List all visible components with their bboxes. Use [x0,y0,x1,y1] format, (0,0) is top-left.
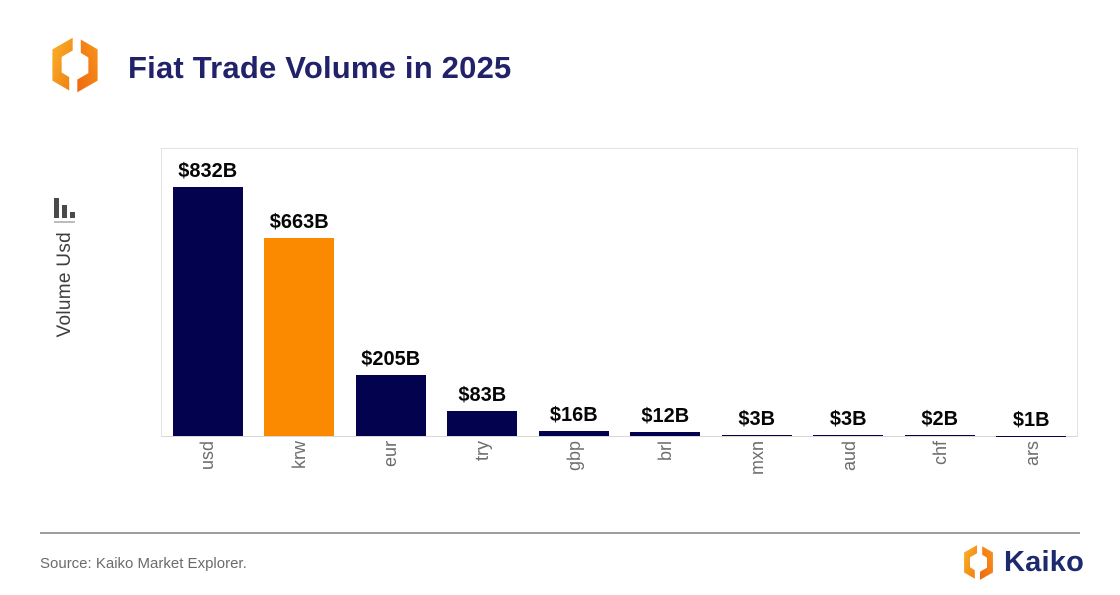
bar-slot-krw: $663B [254,211,346,436]
bar-mxn [721,435,792,436]
footer-divider [40,532,1080,534]
brand-wordmark: Kaiko [1004,546,1084,578]
value-label-aud: $3B [829,408,867,431]
plot-area: $832B $663B $205B $83B $16B $12B $3B $3B $2B $1B [161,148,1078,437]
bar-try [447,411,518,436]
bar-usd [172,187,243,436]
bar-slot-chf: $2B [894,408,986,436]
kaiko-logo-icon [52,37,98,93]
value-label-krw: $663B [269,210,329,233]
x-tick-slot-mxn: mxn [711,441,803,507]
x-tick-ars: ars [1022,441,1043,467]
bar-eur [355,374,426,436]
bar-slot-usd: $832B [162,160,254,436]
value-label-eur: $205B [361,347,421,370]
x-tick-slot-usd: usd [161,441,253,507]
y-axis-title-block: Volume Usd [42,196,88,376]
x-tick-usd: usd [196,441,217,471]
footer-brand-logo: Kaiko [960,544,1084,581]
x-tick-krw: krw [288,441,309,469]
x-tick-slot-chf: chf [895,441,987,507]
x-tick-try: try [471,441,492,461]
x-tick-slot-krw: krw [253,441,345,507]
x-tick-gbp: gbp [563,441,584,472]
source-text: Source: Kaiko Market Explorer. [40,555,247,572]
value-label-mxn: $3B [738,408,776,431]
bar-krw [264,237,335,436]
bar-slot-ars: $1B [986,409,1078,436]
value-label-gbp: $16B [549,404,598,427]
x-tick-slot-aud: aud [803,441,895,507]
bar-slot-aud: $3B [803,408,895,436]
bar-brl [630,432,701,436]
x-tick-slot-eur: eur [344,441,436,507]
bar-aud [813,435,884,436]
x-tick-chf: chf [930,441,951,466]
bar-slot-try: $83B [437,384,529,436]
bar-slot-mxn: $3B [711,408,803,436]
value-label-brl: $12B [641,405,690,428]
kaiko-logo-icon [964,545,993,580]
value-label-usd: $832B [178,160,238,183]
x-tick-slot-try: try [436,441,528,507]
value-label-try: $83B [458,384,507,407]
y-axis-title: Volume Usd [54,232,75,338]
x-tick-slot-gbp: gbp [528,441,620,507]
x-axis-tick-labels: usd krw eur try gbp brl mxn aud chf ars [161,441,1078,507]
bar-slot-gbp: $16B [528,404,620,436]
x-tick-brl: brl [655,441,676,462]
bar-slot-brl: $12B [620,405,712,436]
x-tick-mxn: mxn [747,441,768,476]
bar-slot-eur: $205B [345,348,437,436]
value-label-ars: $1B [1012,408,1050,431]
x-tick-aud: aud [838,441,859,472]
bars: $832B $663B $205B $83B $16B $12B $3B $3B $2B $1B [162,149,1077,436]
bar-chart-icon [54,198,75,223]
page-title: Fiat Trade Volume in 2025 [128,50,512,85]
x-tick-slot-ars: ars [986,441,1078,507]
bar-chf [904,435,975,436]
x-tick-slot-brl: brl [620,441,712,507]
bar-gbp [538,431,609,436]
x-tick-eur: eur [380,441,401,468]
value-label-chf: $2B [921,408,959,431]
